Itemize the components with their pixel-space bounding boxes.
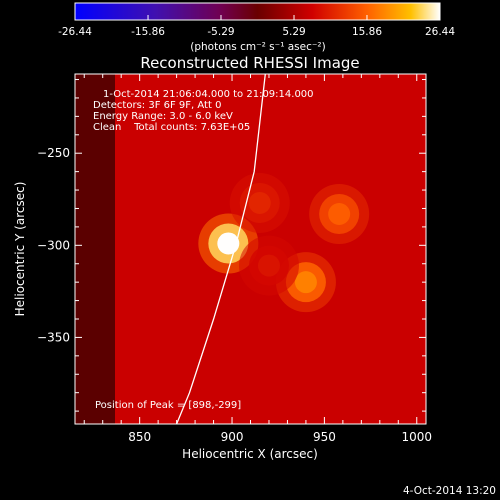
x-axis-label: Heliocentric X (arcsec): [182, 447, 318, 461]
source-core-0: [217, 232, 240, 255]
x-tick-label: 1000: [401, 430, 432, 444]
peak-position-label: Position of Peak = [898,-299]: [95, 400, 241, 411]
x-tick-label: 850: [128, 430, 151, 444]
y-tick-labels: −250 −300 −350: [37, 146, 70, 344]
colorbar-gradient: [74, 2, 441, 21]
colorbar-unit-label: (photons cm⁻² s⁻¹ asec⁻²): [190, 41, 325, 53]
chart-title: Reconstructed RHESSI Image: [140, 54, 359, 72]
source-core-1: [294, 271, 317, 294]
y-tick-label: −250: [37, 146, 70, 160]
colorbar-tick-label: -5.29: [207, 26, 234, 38]
y-tick-label: −350: [37, 330, 70, 344]
footer-date: 4-Oct-2014 13:20: [403, 485, 496, 497]
annotation-energy: Energy Range: 3.0 - 6.0 keV: [93, 111, 233, 122]
annotation-clean: Clean Total counts: 7.63E+05: [93, 122, 250, 133]
colorbar-tick-label: -26.44: [58, 26, 92, 38]
plot-area: [75, 74, 426, 424]
colorbar-tick-label: -15.86: [131, 26, 165, 38]
axis-ticks: [75, 74, 426, 424]
annotation-block: 1-Oct-2014 21:06:04.000 to 21:09:14.000 …: [93, 89, 314, 411]
colorbar-ticks: -26.44 -15.86 -5.29 5.29 15.86 26.44: [58, 15, 455, 38]
colorbar: -26.44 -15.86 -5.29 5.29 15.86 26.44 (photons…: [58, 2, 455, 53]
source-core-4: [257, 254, 280, 277]
source-core-3: [248, 191, 271, 214]
colorbar-tick-label: 26.44: [425, 26, 455, 38]
y-axis-label: Heliocentric Y (arcsec): [13, 182, 27, 317]
left-dark-band: [75, 74, 115, 424]
x-tick-label: 900: [221, 430, 244, 444]
colorbar-tick-label: 5.29: [282, 26, 305, 38]
y-tick-label: −300: [37, 238, 70, 252]
source-core-2: [328, 203, 351, 225]
annotation-time: 1-Oct-2014 21:06:04.000 to 21:09:14.000: [103, 89, 314, 100]
annotation-detectors: Detectors: 3F 6F 9F, Att 0: [93, 100, 221, 111]
x-tick-labels: 850 900 950 1000: [128, 430, 432, 444]
solar-limb: [175, 74, 266, 424]
colorbar-tick-label: 15.86: [352, 26, 382, 38]
x-tick-label: 950: [313, 430, 336, 444]
